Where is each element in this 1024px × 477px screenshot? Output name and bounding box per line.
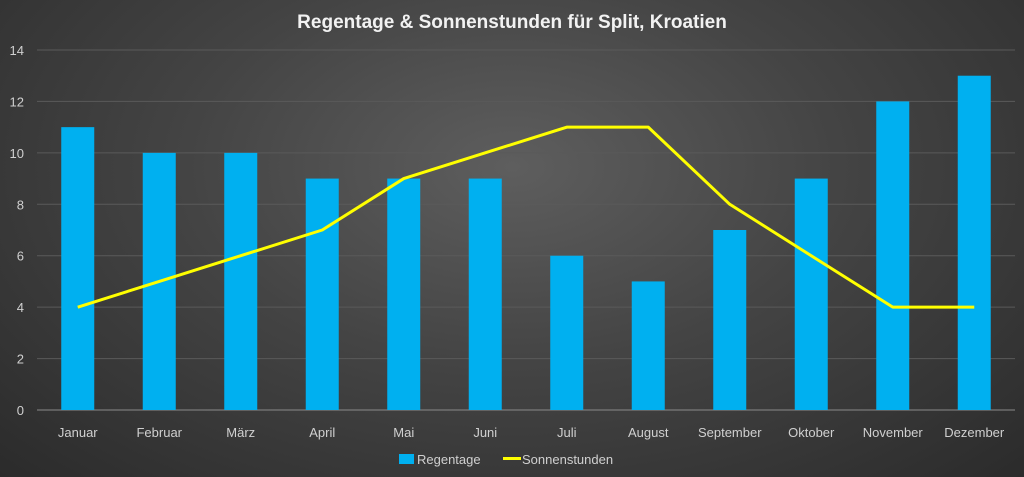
y-tick-label: 2 — [17, 352, 24, 367]
legend-label-regentage: Regentage — [417, 452, 481, 467]
x-tick-label: Juni — [473, 425, 497, 440]
y-tick-label: 6 — [17, 249, 24, 264]
y-axis-ticks: 0 2 4 6 8 10 12 14 — [10, 43, 24, 418]
bar-dezember — [957, 75, 991, 410]
bar-mai — [387, 178, 421, 410]
x-tick-label: Oktober — [788, 425, 835, 440]
bar-juni — [468, 178, 502, 410]
legend-swatch-sonnenstunden — [503, 457, 521, 460]
bar-august — [631, 281, 665, 410]
gridlines — [37, 49, 1015, 411]
bar-januar — [61, 127, 95, 411]
bar-series-regentage — [61, 75, 991, 411]
x-tick-label: Februar — [136, 425, 182, 440]
x-tick-label: August — [628, 425, 669, 440]
legend-swatch-regentage — [399, 454, 414, 464]
legend-label-sonnenstunden: Sonnenstunden — [522, 452, 613, 467]
y-tick-label: 14 — [10, 43, 24, 58]
bar-april — [305, 178, 339, 410]
x-tick-label: November — [863, 425, 924, 440]
sonnenstunden-line — [77, 125, 975, 309]
y-tick-label: 0 — [17, 403, 24, 418]
legend: Regentage Sonnenstunden — [399, 452, 613, 467]
x-tick-label: Mai — [393, 425, 414, 440]
bar-oktober — [794, 178, 828, 410]
x-axis-ticks: Januar Februar März April Mai Juni Juli August S… — [58, 425, 1005, 440]
bar-november — [876, 101, 910, 410]
y-tick-label: 8 — [17, 197, 24, 212]
bar-märz — [224, 152, 258, 410]
y-tick-label: 10 — [10, 146, 24, 161]
x-tick-label: Januar — [58, 425, 98, 440]
chart-title: Regentage & Sonnenstunden für Split, Kro… — [297, 12, 727, 33]
bar-september — [713, 230, 747, 410]
x-tick-label: Juli — [557, 425, 577, 440]
x-tick-label: September — [698, 425, 762, 440]
x-tick-label: Dezember — [944, 425, 1005, 440]
line-series-sonnenstunden — [77, 125, 975, 309]
y-tick-label: 12 — [10, 94, 24, 109]
x-tick-label: April — [309, 425, 335, 440]
y-tick-label: 4 — [17, 300, 24, 315]
bar-juli — [550, 255, 584, 410]
x-tick-label: März — [226, 425, 255, 440]
